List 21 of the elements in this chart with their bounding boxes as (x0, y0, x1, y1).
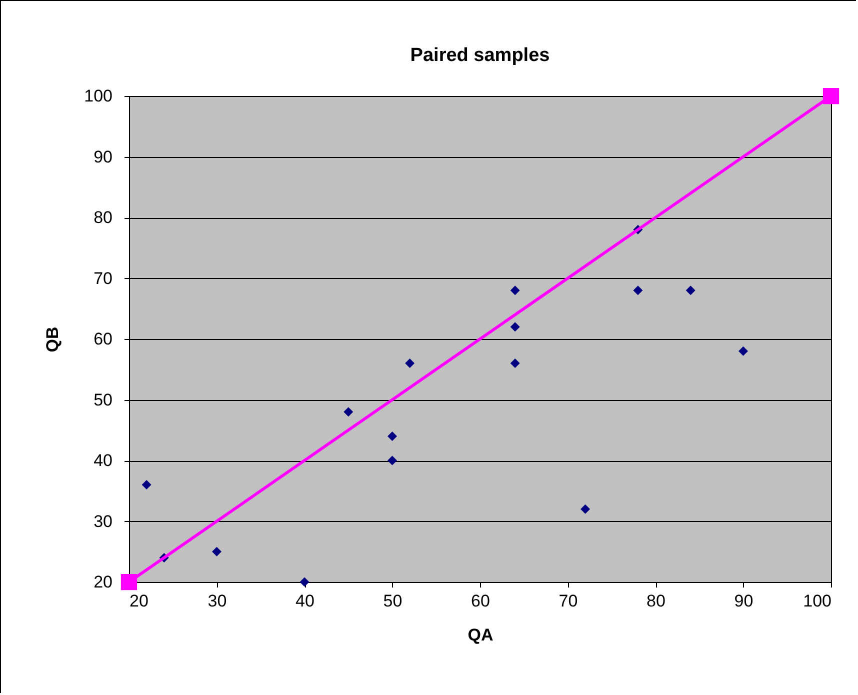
y-tick-label: 60 (94, 330, 112, 348)
y-tick-label: 20 (94, 572, 112, 592)
y-tick-label: 70 (94, 268, 112, 288)
x-tick-label: 30 (208, 592, 227, 610)
x-tick-label: 70 (558, 592, 578, 610)
x-tick-label: 80 (646, 592, 666, 610)
y-tick-label: 50 (94, 390, 112, 410)
x-tick-label: 20 (130, 592, 148, 610)
y-tick-label: 90 (94, 147, 112, 166)
y-tick-label: 40 (94, 451, 112, 470)
chart-title: Paired samples (410, 45, 550, 66)
x-tick-label: 50 (383, 592, 402, 610)
y-tick-label: 80 (94, 208, 112, 227)
x-axis-title: QA (468, 626, 494, 644)
x-tick-label: 60 (471, 592, 490, 610)
x-tick-label: 90 (734, 592, 754, 610)
x-tick-label: 100 (803, 592, 832, 610)
x-tick-label: 40 (296, 592, 314, 610)
y-axis-title: QB (43, 326, 62, 352)
y-tick-label: 100 (84, 86, 112, 106)
y-tick-label: 30 (94, 512, 112, 531)
